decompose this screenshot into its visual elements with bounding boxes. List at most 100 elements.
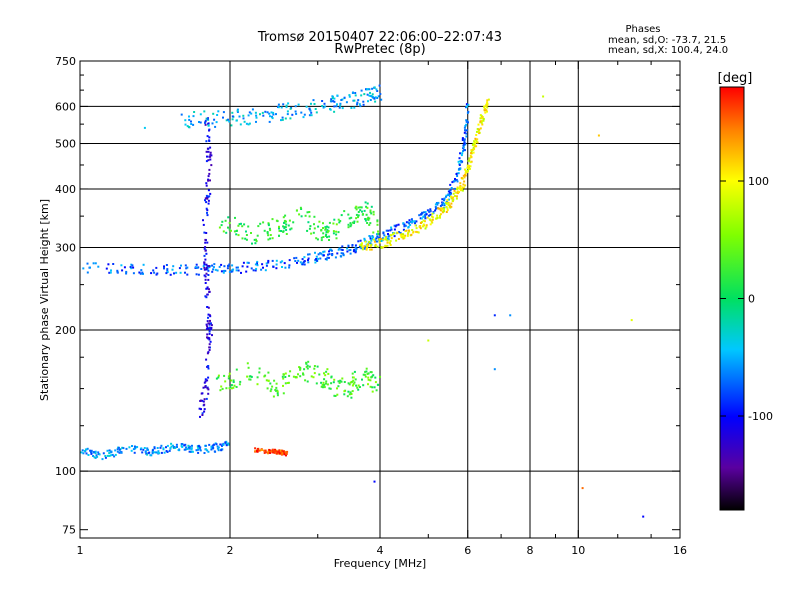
data-point <box>449 183 452 186</box>
data-point <box>207 450 210 453</box>
data-point <box>363 237 366 240</box>
data-point <box>369 95 372 97</box>
data-point <box>288 219 291 222</box>
data-point <box>436 216 439 219</box>
data-point <box>282 373 285 376</box>
data-point <box>269 382 272 385</box>
data-point <box>364 375 367 378</box>
data-point <box>278 225 280 228</box>
data-point <box>241 237 244 240</box>
data-point <box>197 448 200 451</box>
data-point <box>299 261 302 264</box>
data-point <box>436 203 439 206</box>
data-point <box>188 115 190 118</box>
data-point <box>411 220 414 222</box>
data-point <box>327 230 330 232</box>
data-point <box>380 246 383 248</box>
data-point <box>204 278 207 281</box>
data-point <box>425 224 428 227</box>
data-point <box>358 246 361 249</box>
data-point <box>359 239 362 242</box>
data-point <box>337 380 340 383</box>
x-tick-label: 8 <box>527 544 534 557</box>
data-point <box>352 250 355 253</box>
data-point <box>453 187 456 190</box>
data-point <box>441 211 444 214</box>
data-point <box>436 214 439 217</box>
data-point <box>338 247 341 250</box>
data-point <box>248 378 251 381</box>
data-point <box>151 449 154 452</box>
data-point <box>441 198 444 201</box>
data-point <box>300 215 303 218</box>
data-point <box>362 246 365 249</box>
data-point <box>448 195 451 198</box>
data-point <box>363 247 366 250</box>
data-point <box>360 206 363 209</box>
data-point <box>184 123 187 126</box>
data-point <box>476 130 478 133</box>
data-point <box>389 244 392 246</box>
data-point <box>92 455 95 457</box>
data-point <box>357 211 360 213</box>
data-point <box>186 448 189 450</box>
data-point <box>221 387 224 390</box>
data-point <box>404 234 407 237</box>
data-point <box>364 219 367 222</box>
data-point <box>371 390 374 393</box>
data-point <box>216 447 219 450</box>
data-point <box>136 446 139 448</box>
data-point <box>231 269 234 272</box>
data-point <box>493 368 496 371</box>
data-point <box>230 124 233 127</box>
data-point <box>352 376 355 379</box>
data-point <box>397 223 400 226</box>
data-point <box>239 380 242 383</box>
data-point <box>250 375 253 378</box>
data-point <box>470 149 473 152</box>
data-point <box>259 449 262 452</box>
data-point <box>366 246 369 249</box>
data-point <box>205 448 207 451</box>
data-point <box>469 154 472 157</box>
data-point <box>364 370 367 373</box>
data-point <box>204 249 207 252</box>
data-point <box>366 222 369 224</box>
data-point <box>132 272 135 275</box>
data-point <box>343 393 346 396</box>
data-point <box>457 160 460 163</box>
data-point <box>227 442 230 445</box>
data-point <box>372 374 375 377</box>
data-point <box>261 263 264 266</box>
data-point <box>230 229 232 232</box>
data-point <box>202 223 205 226</box>
data-point <box>350 396 353 399</box>
data-point <box>207 189 210 192</box>
data-point <box>317 253 320 256</box>
data-point <box>478 132 481 135</box>
data-point <box>377 95 380 98</box>
data-point <box>209 340 212 343</box>
data-point <box>426 209 429 212</box>
data-point <box>330 382 333 385</box>
data-point <box>122 447 125 450</box>
data-point <box>282 103 285 106</box>
data-point <box>268 227 271 230</box>
data-point <box>449 189 452 191</box>
data-point <box>210 322 212 325</box>
data-point <box>368 223 371 226</box>
data-point <box>473 140 476 143</box>
data-point <box>406 234 409 237</box>
data-point <box>276 450 279 453</box>
y-axis: 75 100 200 300 400 500 600 750 <box>55 55 680 537</box>
data-point <box>461 152 464 155</box>
data-point <box>333 105 336 108</box>
data-point <box>256 262 258 265</box>
data-point <box>486 103 489 106</box>
data-point <box>451 197 454 200</box>
data-point <box>275 219 278 222</box>
data-point <box>274 450 277 453</box>
data-point <box>305 365 308 368</box>
data-point <box>303 368 306 371</box>
data-point <box>321 100 324 102</box>
